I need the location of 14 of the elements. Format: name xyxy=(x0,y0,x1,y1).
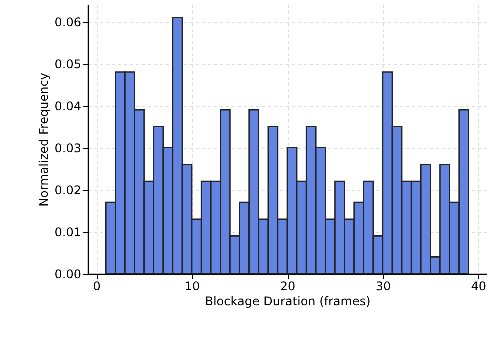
x-tick-label: 0 xyxy=(93,280,101,294)
x-tick-label: 40 xyxy=(471,280,487,294)
x-axis-title: Blockage Duration (frames) xyxy=(205,294,371,308)
y-tick-label: 0.02 xyxy=(54,183,82,198)
x-tick-label: 10 xyxy=(184,280,200,294)
y-tick-label: 0.01 xyxy=(54,225,82,240)
x-tick-label: 20 xyxy=(280,280,296,294)
x-tick-label: 30 xyxy=(376,280,392,294)
y-tick-label: 0.03 xyxy=(54,141,82,156)
y-axis-title: Normalized Frequency xyxy=(36,73,51,207)
y-tick-label: 0.06 xyxy=(54,15,82,30)
y-tick-label: 0.04 xyxy=(54,99,82,114)
y-tick-label: 0.00 xyxy=(54,268,82,282)
y-tick-label: 0.05 xyxy=(54,57,82,72)
